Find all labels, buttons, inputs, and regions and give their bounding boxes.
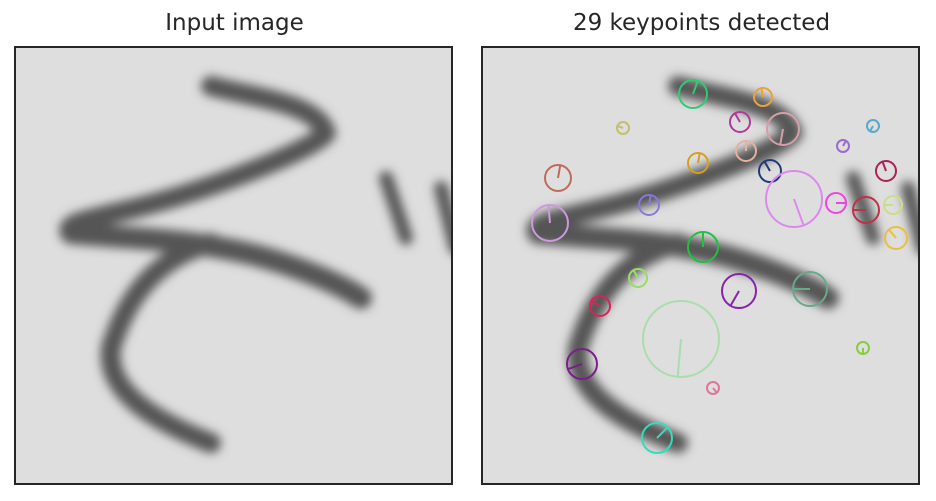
keypoint-circle: [765, 170, 823, 228]
ink-stroke-lower: [100, 233, 221, 453]
keypoint-orientation: [842, 140, 847, 147]
keypoint-orientation: [676, 338, 682, 377]
keypoint-circle: [687, 152, 709, 174]
keypoint-marker: [531, 204, 569, 242]
keypoint-circle: [616, 121, 630, 135]
keypoint-marker: [875, 160, 897, 182]
keypoint-marker: [687, 231, 719, 263]
keypoint-marker: [687, 152, 709, 174]
keypoint-orientation: [734, 112, 741, 123]
input-image: [16, 48, 451, 483]
keypoints-panel: [481, 46, 920, 485]
ink-stroke-top: [526, 76, 803, 243]
keypoint-marker: [883, 195, 903, 215]
keypoint-circle: [884, 226, 908, 250]
ink-stroke-middle: [60, 222, 372, 309]
keypoint-circle: [866, 119, 880, 133]
keypoint-circle: [531, 204, 569, 242]
keypoint-marker: [544, 164, 572, 192]
keypoint-marker: [825, 192, 847, 214]
keypoint-marker: [706, 381, 720, 395]
right-panel-title: 29 keypoints detected: [572, 10, 831, 36]
keypoint-circle: [628, 268, 648, 288]
keypoint-orientation: [888, 228, 897, 239]
keypoint-circle: [638, 194, 660, 216]
keypoint-circle: [544, 164, 572, 192]
keypoint-marker: [721, 273, 757, 309]
keypoint-orientation: [648, 194, 652, 206]
keypoint-orientation: [692, 80, 699, 95]
keypoint-marker: [642, 300, 720, 378]
keypoint-orientation: [567, 363, 583, 371]
keypoint-orientation: [712, 387, 718, 394]
keypoint-orientation: [632, 269, 639, 279]
keypoint-marker: [616, 121, 630, 135]
ink-stroke-right-1: [846, 171, 880, 245]
left-panel-title: Input image: [165, 10, 304, 36]
keypoint-circle: [729, 111, 751, 133]
keypoint-orientation: [779, 128, 784, 145]
keypoint-orientation: [557, 165, 562, 179]
keypoint-marker: [836, 139, 850, 153]
keypoint-marker: [753, 87, 773, 107]
keypoint-orientation: [763, 160, 771, 172]
keypoint-circle: [836, 139, 850, 153]
ink-stroke-right-1: [379, 171, 413, 245]
keypoint-marker: [766, 112, 800, 146]
keypoint-circle: [766, 112, 800, 146]
ink-stroke-top: [59, 76, 336, 243]
keypoint-marker: [566, 348, 598, 380]
keypoints-image: [483, 48, 918, 483]
keypoint-circle: [641, 422, 673, 454]
keypoint-marker: [729, 111, 751, 133]
keypoint-circle: [566, 348, 598, 380]
keypoint-orientation: [617, 125, 624, 129]
keypoint-orientation: [793, 198, 805, 226]
keypoint-circle: [589, 295, 611, 317]
keypoint-orientation: [590, 300, 601, 307]
keypoint-circle: [721, 273, 757, 309]
keypoint-orientation: [547, 204, 551, 224]
keypoint-marker: [765, 170, 823, 228]
keypoint-marker: [866, 119, 880, 133]
keypoint-marker: [589, 295, 611, 317]
keypoint-marker: [758, 159, 782, 183]
keypoint-orientation: [656, 426, 669, 439]
keypoint-orientation: [760, 87, 764, 98]
keypoint-orientation: [729, 290, 740, 307]
keypoint-circle: [753, 87, 773, 107]
keypoint-marker: [678, 79, 708, 109]
keypoint-marker: [638, 194, 660, 216]
keypoint-orientation: [697, 152, 701, 164]
keypoint-marker: [792, 271, 828, 307]
keypoint-circle: [758, 159, 782, 183]
keypoint-circle: [678, 79, 708, 109]
ink-stroke-right-2: [434, 181, 451, 253]
keypoint-circle: [875, 160, 897, 182]
keypoint-marker: [856, 341, 870, 355]
keypoint-circle: [642, 300, 720, 378]
keypoint-marker: [628, 268, 648, 288]
keypoint-circle: [706, 381, 720, 395]
input-image-panel: [14, 46, 453, 485]
keypoint-orientation: [881, 161, 887, 172]
ink-stroke-lower: [567, 233, 688, 453]
ink-stroke-middle: [527, 222, 839, 309]
keypoint-marker: [852, 196, 880, 224]
keypoint-marker: [884, 226, 908, 250]
keypoint-markers: [531, 79, 908, 454]
keypoint-marker: [641, 422, 673, 454]
keypoint-orientation: [869, 125, 874, 132]
keypoint-marker: [735, 140, 757, 162]
ink-stroke-right-2: [901, 181, 918, 253]
